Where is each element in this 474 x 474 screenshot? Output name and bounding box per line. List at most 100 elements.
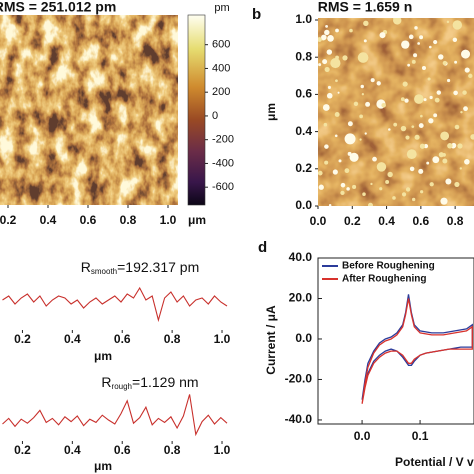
particle (344, 133, 356, 145)
title-sub: smooth (91, 267, 117, 276)
particle (318, 170, 323, 176)
particle (457, 143, 463, 149)
y-tick-label: 1.0 (295, 12, 312, 26)
y-axis-label: μm (264, 103, 278, 121)
particle (452, 20, 463, 30)
particle (347, 121, 353, 127)
particle (393, 18, 402, 25)
particle (423, 98, 427, 102)
particle (392, 196, 396, 200)
particle (338, 159, 342, 163)
particle (385, 179, 390, 184)
particle (360, 84, 364, 89)
particle (401, 192, 407, 197)
particle (414, 134, 420, 140)
particle (453, 90, 458, 96)
particle (468, 73, 473, 79)
profile-title: Rsmooth=192.317 pm (81, 259, 199, 276)
particle (420, 114, 423, 118)
particle (429, 95, 433, 100)
x-tick-label: 0.1 (412, 429, 429, 443)
profile-line (2, 286, 228, 323)
particle (321, 34, 327, 41)
particle (438, 54, 444, 60)
particle (414, 26, 418, 30)
particle (411, 59, 416, 64)
x-tick-label: 0.2 (14, 443, 31, 457)
particle (400, 125, 407, 132)
x-tick-label: 0.0 (310, 214, 327, 228)
particle (322, 59, 328, 65)
particle (332, 169, 338, 175)
particle (417, 42, 421, 45)
x-tick-label: 0.2 (344, 214, 361, 228)
particle (328, 204, 332, 206)
particle (413, 53, 418, 58)
legend-label: After Roughening (342, 274, 426, 285)
particle (370, 182, 373, 186)
particle (347, 151, 352, 156)
particle (452, 37, 458, 43)
particle (352, 184, 357, 190)
particle (454, 124, 460, 130)
colorbar (187, 14, 206, 206)
title-sub: rough (112, 382, 132, 391)
profile-line (2, 394, 228, 437)
panel-title: RMS = 1.659 n (318, 0, 413, 15)
y-tick-label: 0.2 (295, 161, 312, 175)
particle (327, 35, 334, 42)
particle (370, 78, 375, 83)
colorbar-tick-label: 200 (212, 86, 230, 98)
particle (362, 192, 366, 196)
title-main: R (101, 374, 111, 390)
legend-label: Before Roughening (342, 261, 435, 272)
afm-image-a (0, 15, 178, 205)
cv-frame (317, 257, 474, 425)
x-tick-label: 0.2 (14, 332, 31, 346)
particle (365, 101, 371, 107)
colorbar-tick-label: 0 (212, 110, 218, 122)
x-tick-label: 0.8 (164, 443, 181, 457)
particle (342, 55, 348, 61)
x-tick-label: 0.6 (80, 213, 97, 227)
particle (388, 128, 391, 131)
x-tick-label: 0.4 (378, 214, 395, 228)
particle (344, 168, 350, 174)
particle (402, 81, 408, 87)
x-tick-label: 0.4 (64, 443, 81, 457)
particle (340, 190, 345, 196)
particle (326, 92, 333, 99)
particle (324, 160, 329, 165)
particle (361, 93, 365, 96)
y-tick-label: 20.0 (289, 291, 313, 305)
particle (436, 90, 442, 95)
x-axis-label: μm (94, 459, 112, 473)
panel-label: b (252, 6, 261, 23)
panel-title: RMS = 251.012 pm (0, 0, 116, 15)
panel-label: d (258, 239, 267, 256)
particle (461, 49, 471, 59)
x-tick-label: 1.0 (214, 332, 231, 346)
particle (432, 156, 440, 164)
particle (363, 20, 369, 27)
particle (381, 102, 386, 108)
x-tick-label: 0.6 (413, 214, 430, 228)
particle (433, 40, 438, 45)
particle (401, 40, 410, 49)
particle (405, 135, 410, 140)
particle (445, 178, 452, 185)
x-axis-label: Potential / V vs. (395, 455, 474, 469)
particle (447, 143, 453, 149)
particle (454, 181, 460, 188)
particle (376, 81, 381, 86)
particle (464, 67, 470, 73)
particle (346, 187, 350, 191)
particle (337, 91, 340, 94)
particle (423, 144, 429, 149)
colorbar-tick-label: 600 (212, 39, 230, 51)
y-tick-label: -20.0 (285, 372, 313, 386)
particle (418, 168, 424, 174)
colorbar-label: pm (214, 2, 229, 14)
particle (414, 94, 424, 104)
